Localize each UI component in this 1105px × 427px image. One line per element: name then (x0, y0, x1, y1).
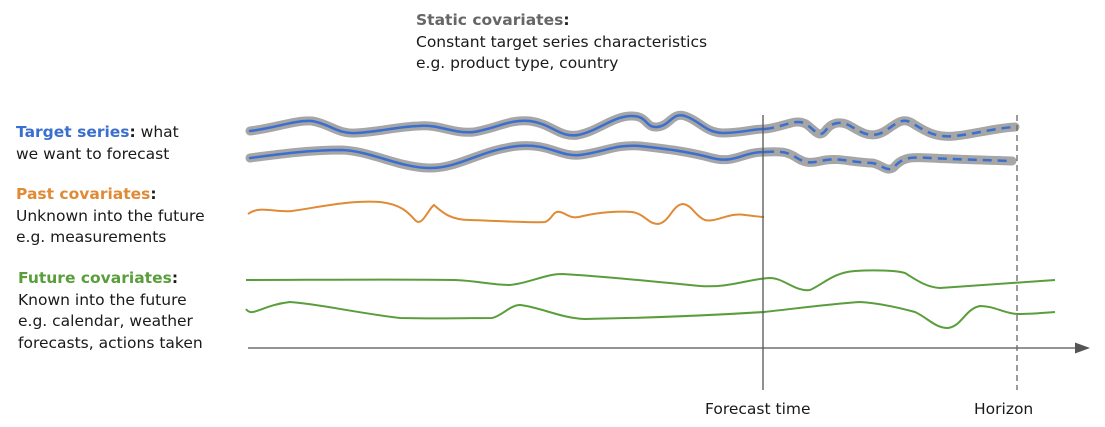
static-covariates-line-1: Constant target series characteristics (416, 32, 708, 51)
static-covariates-line-2: e.g. product type, country (416, 54, 619, 72)
future-covariates-heading: Future covariates (18, 269, 172, 287)
target-series-line-2: we want to forecast (16, 144, 170, 163)
future-covariates-heading-line: Future covariates: (18, 268, 203, 290)
past-covariates-heading-line: Past covariates: (16, 184, 205, 206)
target-series-2-halo (245, 141, 1017, 174)
time-axis-arrowhead (1075, 342, 1090, 354)
target-series-2-observed (248, 144, 767, 170)
future-covariates-description: Future covariates: Known into the future… (18, 268, 203, 354)
target-series-1-future (764, 119, 1016, 138)
target-series-1-observed (248, 114, 767, 137)
target-series-description: Target series: what we want to forecast (16, 122, 179, 165)
past-covariates-line-1: Unknown into the future (16, 206, 205, 225)
future-covariate-1-line (245, 269, 1056, 292)
past-covariates-description: Past covariates: Unknown into the future… (16, 184, 205, 249)
target-series-2-future (764, 150, 1013, 171)
past-covariates-line-2: e.g. measurements (16, 228, 167, 246)
static-covariates-heading: Static covariates (416, 11, 564, 29)
future-covariates-line-3: forecasts, actions taken (18, 333, 203, 352)
target-series-heading: Target series (16, 123, 130, 141)
future-covariate-2-line (245, 300, 1056, 330)
past-covariates-colon: : (150, 185, 157, 203)
static-covariates-heading-line: Static covariates: (416, 10, 707, 32)
past-covariates-heading: Past covariates (16, 185, 151, 203)
target-series-heading-line: Target series: what (16, 122, 179, 144)
static-covariates-description: Static covariates: Constant target serie… (416, 10, 707, 75)
static-covariates-colon: : (563, 11, 570, 29)
future-covariates-colon: : (171, 269, 179, 287)
target-series-colon: : (129, 123, 136, 141)
forecast-time-label: Forecast time (705, 400, 811, 418)
horizon-label: Horizon (974, 400, 1034, 418)
target-series-line-1: what (135, 123, 179, 141)
future-covariates-line-1: Known into the future (18, 290, 187, 309)
future-covariates-line-2: e.g. calendar, weather (18, 312, 193, 330)
past-covariate-line (247, 200, 765, 226)
